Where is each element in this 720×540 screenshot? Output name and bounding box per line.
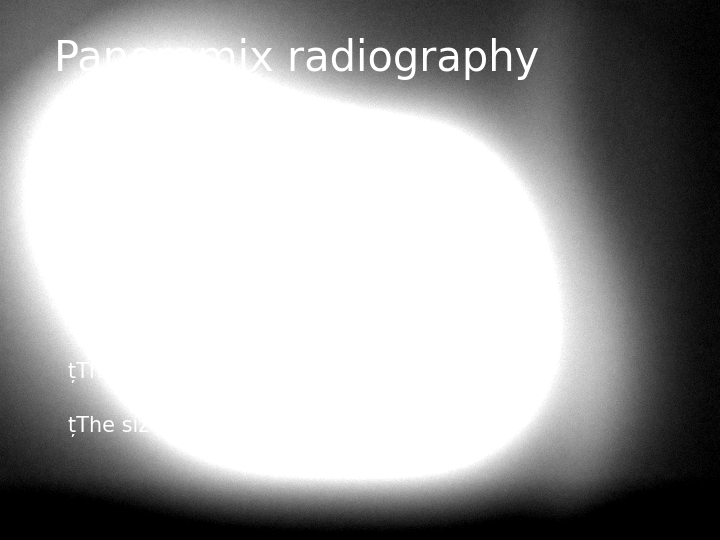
Text: Panoramix radiography: Panoramix radiography	[54, 38, 539, 80]
Text: țThe anterior region is of value: țThe anterior region is of value	[40, 259, 362, 280]
Text: țThe molar region is distorted: țThe molar region is distorted	[68, 362, 379, 383]
Text: țIt is a magnified picture separately
   made about the maxilla and mandible: țIt is a magnified picture separately ma…	[40, 173, 458, 219]
Text: țThe size of the film: 10 cm x 24 cm: țThe size of the film: 10 cm x 24 cm	[68, 416, 445, 437]
